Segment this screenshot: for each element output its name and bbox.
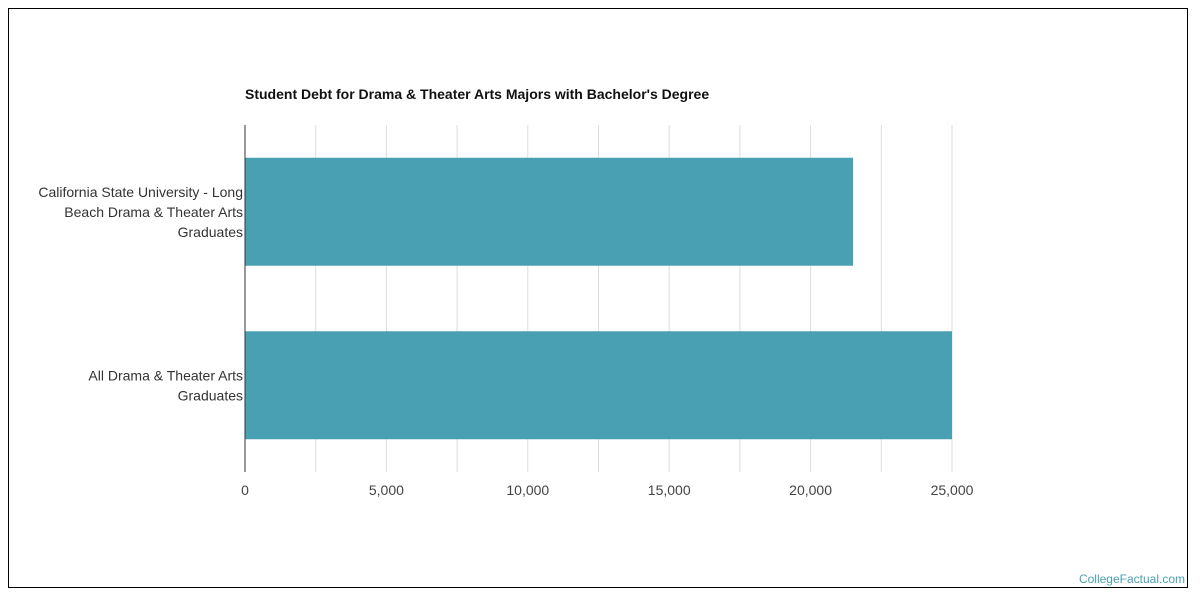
bar: [245, 157, 854, 266]
chart-title: Student Debt for Drama & Theater Arts Ma…: [245, 86, 710, 102]
category-label-line: California State University - Long: [38, 184, 243, 200]
category-label-line: Graduates: [178, 387, 243, 403]
category-label: California State University - Long Beach …: [38, 184, 243, 240]
x-tick-label: 0: [241, 482, 249, 498]
category-label-line: Beach Drama & Theater Arts: [64, 204, 243, 220]
x-tick-label: 15,000: [648, 482, 691, 498]
category-label: All Drama & Theater Arts Graduates: [88, 367, 243, 403]
watermark-link[interactable]: CollegeFactual.com: [1078, 572, 1185, 586]
x-tick-label: 20,000: [789, 482, 832, 498]
bar: [245, 331, 952, 440]
x-tick-label: 25,000: [931, 482, 974, 498]
x-tick-label: 10,000: [506, 482, 549, 498]
category-label-line: All Drama & Theater Arts: [88, 367, 243, 383]
category-label-line: Graduates: [178, 224, 243, 240]
x-tick-label: 5,000: [369, 482, 404, 498]
